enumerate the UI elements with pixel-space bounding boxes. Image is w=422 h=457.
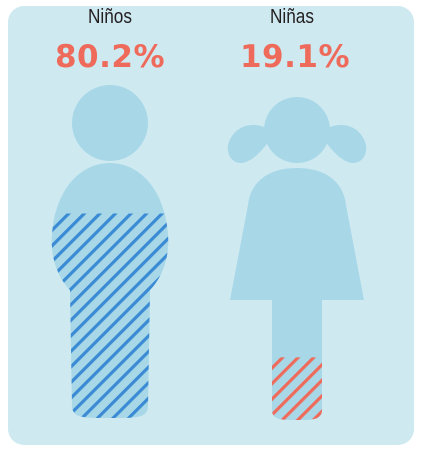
category-label-ninos: Niños	[88, 6, 132, 28]
value-label-ninas: 19.1%	[239, 39, 351, 75]
girl-figure	[227, 97, 367, 420]
value-label-ninos: 80.2%	[54, 39, 166, 75]
boy-figure	[51, 85, 169, 418]
girl-fill	[272, 357, 322, 420]
boy-fill	[51, 213, 169, 418]
category-label-ninas: Niñas	[270, 6, 314, 28]
